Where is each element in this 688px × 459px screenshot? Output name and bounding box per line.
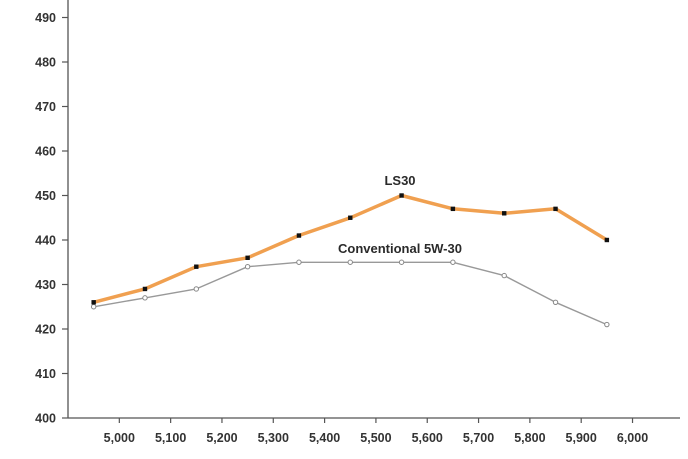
y-tick-label: 410 <box>35 367 56 381</box>
series-layer <box>90 193 610 328</box>
y-tick-label: 430 <box>35 278 56 292</box>
data-point-ls30 <box>450 206 456 212</box>
data-point-conventional <box>398 259 405 265</box>
data-point-ls30 <box>91 300 96 305</box>
data-point-ls30 <box>142 286 148 292</box>
x-tick-label: 5,800 <box>514 431 545 445</box>
x-tick-label: 5,600 <box>412 431 443 445</box>
data-point-conventional <box>552 299 559 305</box>
data-point-conventional <box>244 264 251 270</box>
y-tick-label: 490 <box>35 11 56 25</box>
data-point-conventional <box>347 259 353 265</box>
data-point-ls30 <box>296 233 302 238</box>
y-tick-label: 420 <box>35 323 56 337</box>
x-tick-label: 5,100 <box>155 431 186 445</box>
series-label-conventional: Conventional 5W-30 <box>338 241 462 256</box>
data-point-ls30 <box>502 211 507 216</box>
x-axis-ticks: 5,000 5,100 5,200 5,300 5,400 5,500 5,600 5,700… <box>104 418 648 445</box>
series-line-conventional <box>92 261 608 326</box>
x-tick-label: 5,400 <box>309 431 340 445</box>
data-point-ls30 <box>245 255 250 260</box>
x-tick-label: 5,900 <box>566 431 597 445</box>
x-tick-label: 5,700 <box>463 431 494 445</box>
y-tick-label: 460 <box>35 145 56 159</box>
y-tick-label: 480 <box>35 56 56 70</box>
data-point-conventional <box>193 286 200 292</box>
y-axis-ticks: 400 410 420 430 440 450 460 470 480 490 <box>35 11 68 426</box>
series-label-ls30: LS30 <box>384 173 415 188</box>
y-tick-label: 440 <box>35 234 56 248</box>
y-tick-label: 450 <box>35 189 56 203</box>
x-tick-label: 5,300 <box>258 431 289 445</box>
data-point-ls30 <box>399 193 404 198</box>
data-point-conventional <box>450 259 456 265</box>
x-tick-label: 5,000 <box>104 431 135 445</box>
y-tick-label: 470 <box>35 100 56 114</box>
data-point-ls30 <box>553 206 558 212</box>
y-tick-label: 400 <box>35 412 56 426</box>
data-point-ls30 <box>348 215 353 220</box>
data-point-conventional <box>604 321 610 328</box>
data-point-ls30 <box>194 264 199 269</box>
data-point-conventional <box>296 259 302 265</box>
x-tick-label: 6,000 <box>617 431 648 445</box>
x-tick-label: 5,500 <box>360 431 391 445</box>
data-point-ls30 <box>604 237 610 243</box>
data-point-conventional <box>501 272 507 279</box>
data-point-conventional <box>142 295 148 301</box>
data-point-conventional <box>90 304 97 310</box>
x-tick-label: 5,200 <box>206 431 237 445</box>
